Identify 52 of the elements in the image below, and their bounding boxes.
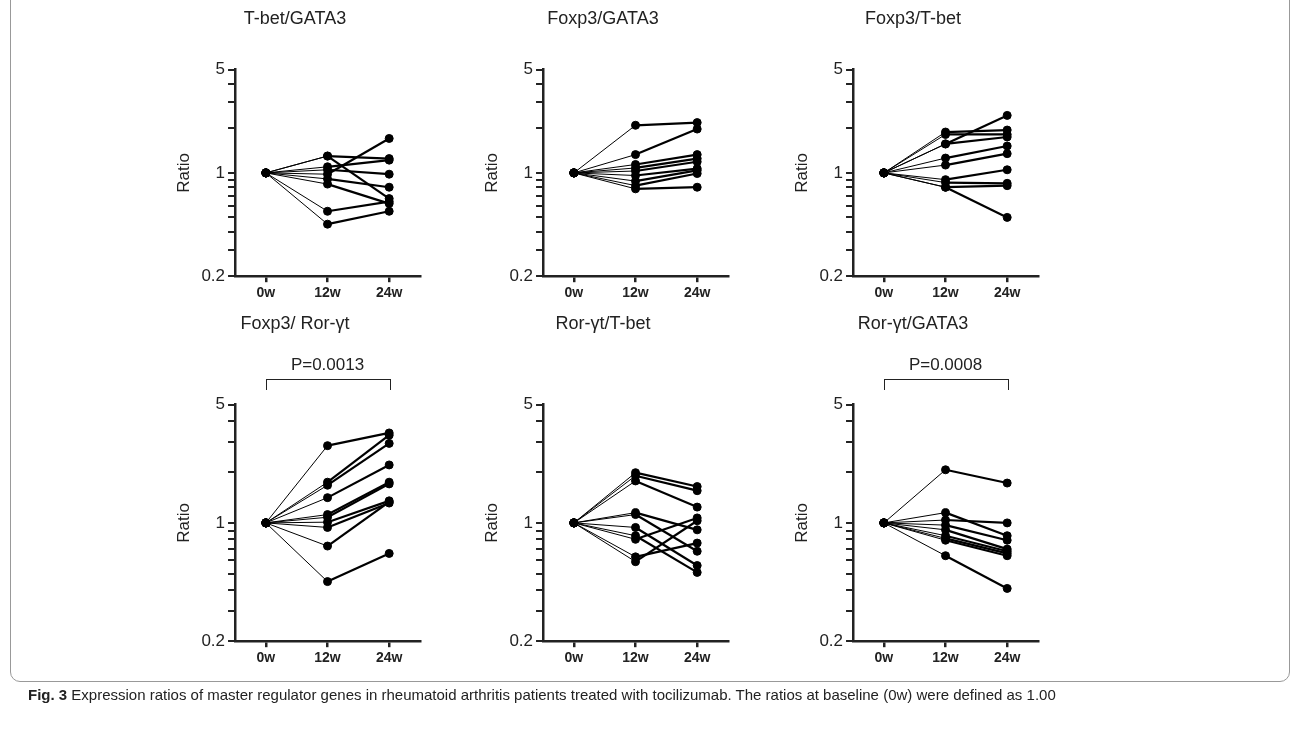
y-tick-label: 5 (523, 59, 534, 79)
y-tick-label: 5 (215, 394, 226, 414)
y-tick-label: 1 (833, 512, 844, 532)
x-tick-label: 24w (683, 284, 711, 301)
y-tick-label: 1 (523, 162, 534, 182)
y-tick-label: 0.2 (201, 265, 226, 285)
x-tick-label: 0w (564, 649, 584, 666)
x-tick-label: 24w (375, 284, 403, 301)
y-axis-title: Ratio (481, 503, 501, 543)
chart-title: Ror-γt/GATA3 (857, 312, 969, 333)
y-axis-title: Ratio (791, 153, 811, 193)
x-tick-label: 24w (993, 649, 1021, 666)
y-tick-label: 1 (833, 162, 844, 182)
x-tick-label: 24w (993, 284, 1021, 301)
y-tick-label: 1 (523, 512, 534, 532)
y-tick-label: 5 (833, 59, 844, 79)
x-tick-label: 12w (314, 284, 341, 301)
y-tick-label: 0.2 (819, 630, 844, 650)
chart-title: T-bet/GATA3 (243, 7, 347, 28)
y-tick-label: 1 (215, 512, 226, 532)
chart-title: Ror-γt/T-bet (555, 312, 651, 333)
x-tick-label: 12w (932, 284, 959, 301)
y-tick-label: 5 (215, 59, 226, 79)
y-axis-title: Ratio (481, 153, 501, 193)
text: P=0.0008 (908, 354, 983, 375)
x-tick-label: 0w (256, 649, 276, 666)
x-tick-label: 0w (874, 649, 894, 666)
x-tick-label: 0w (564, 284, 584, 301)
x-tick-label: 12w (932, 649, 959, 666)
x-tick-label: 24w (683, 649, 711, 666)
x-tick-label: 24w (375, 649, 403, 666)
text: P=0.0013 (290, 354, 365, 375)
x-tick-label: 0w (874, 284, 894, 301)
y-tick-label: 1 (215, 162, 226, 182)
y-axis-title: Ratio (791, 503, 811, 543)
y-axis-title: Ratio (173, 153, 193, 193)
x-tick-label: 12w (622, 649, 649, 666)
x-tick-label: 12w (622, 284, 649, 301)
text: Expression ratios of master regulator genes in rheumatoid arthritis patients treated with tocilizumab. The ratios at baseline (0w) were defined as 1.00 (70, 686, 1056, 703)
chart-title: Foxp3/ Ror-γt (240, 312, 350, 333)
chart-title: Foxp3/T-bet (864, 7, 962, 28)
y-tick-label: 0.2 (201, 630, 226, 650)
caption: Fig. 3 (28, 686, 68, 703)
y-tick-label: 5 (523, 394, 534, 414)
y-tick-label: 0.2 (509, 630, 534, 650)
y-axis-title: Ratio (173, 503, 193, 543)
x-tick-label: 0w (256, 284, 276, 301)
y-tick-label: 5 (833, 394, 844, 414)
x-tick-label: 12w (314, 649, 341, 666)
y-tick-label: 0.2 (819, 265, 844, 285)
chart-title: Foxp3/GATA3 (547, 7, 659, 28)
y-tick-label: 0.2 (509, 265, 534, 285)
